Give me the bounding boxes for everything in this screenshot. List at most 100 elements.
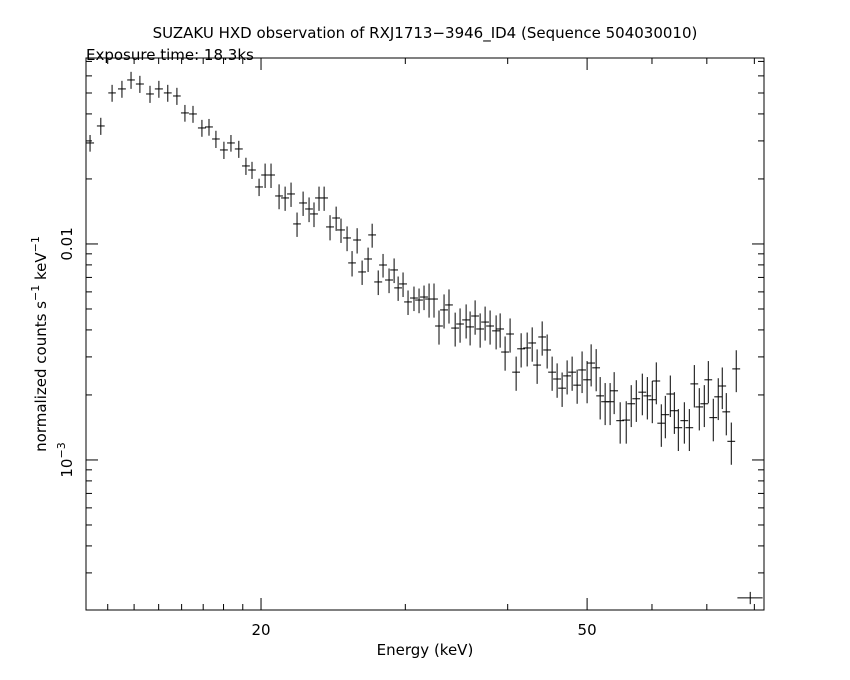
data-point [466,311,475,346]
data-point [638,373,647,416]
chart-title: SUZAKU HXD observation of RXJ1713−3946_I… [153,24,698,43]
y-tick-label-exponent: −3 [55,442,68,458]
y-tick-label-base: 10 [58,459,76,478]
data-point [267,163,275,188]
plot-frame [85,57,765,611]
data-point [722,393,731,436]
data-point [399,272,407,298]
data-point [281,186,290,211]
data-point [718,367,727,410]
data-point [275,184,283,210]
data-point [293,212,301,237]
data-point [108,84,116,102]
data-point [583,361,591,404]
data-point [652,362,661,405]
data-point [606,383,615,426]
y-axis-label: normalized counts s−1 keV−1 [29,236,50,452]
data-point [517,333,526,368]
data-point [568,356,577,391]
data-point [374,270,383,296]
data-point [299,191,308,216]
data-point [353,228,362,254]
data-point [410,286,418,312]
data-point [358,260,366,285]
data-point [219,141,228,159]
data-point [501,336,510,371]
data-point [471,300,479,335]
data-point [670,392,679,434]
data-point [592,349,601,392]
data-point [512,356,521,391]
data-point [336,218,345,243]
data-point [709,398,718,442]
data-point [543,334,552,369]
data-point [700,385,709,428]
data-point [451,312,460,347]
y-axis-label-exponent: −1 [29,285,42,301]
data-point [309,202,318,228]
x-tick-label: 50 [578,621,597,639]
data-point [435,310,443,345]
data-point [657,404,666,447]
data-point [117,80,126,98]
data-point [234,140,243,158]
data-point [674,409,683,452]
data-point [732,350,741,393]
data-point [440,294,448,329]
data-point [533,349,542,384]
data-point [492,315,501,350]
data-point [343,226,351,252]
data-point [332,206,341,231]
data-point [661,395,670,439]
data-point [632,380,641,422]
data-point [348,251,356,277]
data-point [180,104,189,122]
chart-subtitle: Exposure time: 18.3ks [86,46,254,64]
data-point [558,372,566,407]
data-point [456,308,464,343]
data-point [523,332,532,367]
data-point [481,306,489,341]
data-point [248,161,256,179]
data-point [404,290,412,315]
data-point [596,377,605,420]
y-axis-label-part: normalized counts s [32,301,50,452]
data-point [173,87,181,105]
data-point [685,409,694,452]
x-tick-label: 20 [251,621,270,639]
data-point [163,84,172,102]
data-point [578,351,586,394]
data-point [415,288,423,314]
data-point [146,85,154,103]
data-point [212,130,220,148]
data-point [227,134,235,152]
data-point [326,215,334,241]
data-point [197,119,206,137]
data-point [394,276,402,301]
data-point [563,360,572,395]
data-point [379,253,387,278]
data-point [242,157,250,175]
data-point [385,268,394,294]
data-point [727,422,736,465]
data-point [680,402,689,444]
data-point [86,134,95,152]
data-point [96,117,105,135]
y-tick-label: 0.01 [58,227,76,260]
data-point [627,385,636,428]
data-point [154,80,163,98]
data-point [714,378,723,421]
data-point [610,372,619,415]
data-point [704,361,713,404]
data-point [462,304,470,339]
data-point [538,321,547,356]
data-point [390,258,399,284]
data-point [205,118,213,136]
data-point [364,247,373,272]
data-point [430,283,438,318]
data-point [666,375,675,418]
data-point [287,182,295,207]
data-point [420,285,428,311]
data-point [616,402,625,444]
